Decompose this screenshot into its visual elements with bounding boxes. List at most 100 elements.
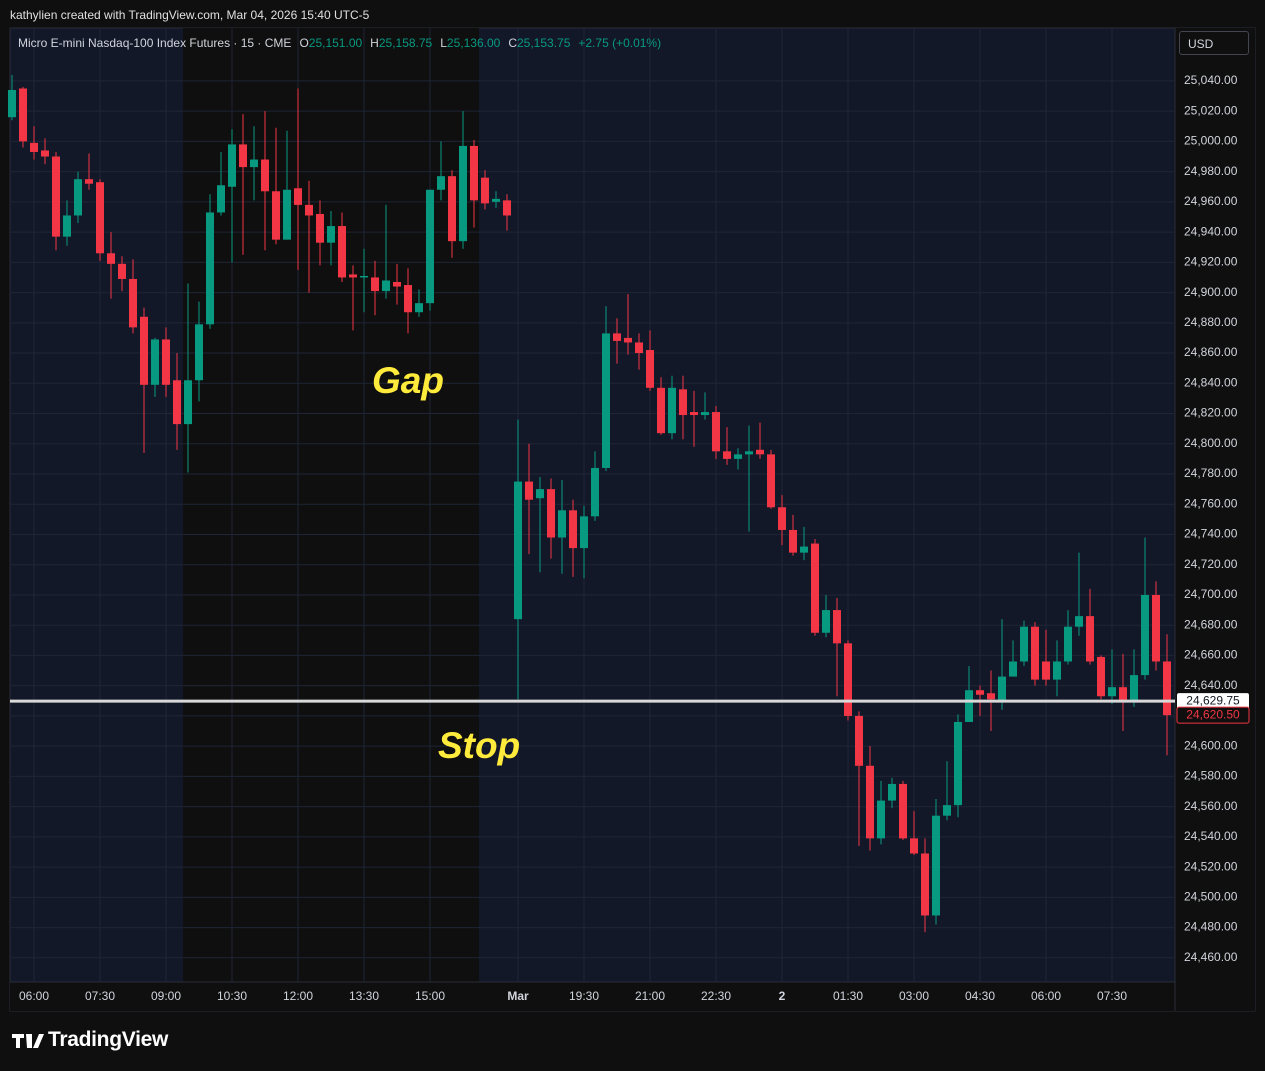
candle-body	[591, 467, 599, 517]
x-tick-label: 15:00	[415, 989, 445, 1003]
logo: TradingView	[48, 1028, 169, 1051]
y-tick-label: 24,460.00	[1184, 950, 1238, 964]
candle-body	[459, 145, 467, 242]
candle-body	[349, 274, 357, 278]
price-line-tag	[1177, 693, 1249, 710]
ohlc-value: 25,136.00	[446, 36, 501, 50]
y-tick-label: 24,480.00	[1184, 920, 1238, 934]
candle-body	[415, 303, 423, 313]
y-tick-label: 24,820.00	[1184, 406, 1238, 420]
ohlc-label: L	[440, 36, 447, 50]
ohlc-label: C	[508, 36, 517, 50]
currency-button[interactable]: USD	[1179, 31, 1249, 55]
candle-body	[1020, 626, 1028, 662]
overlay: 24,460.00 24,480.00 24,500.00 24,520.00 24,5…	[10, 73, 1250, 1003]
candle-body	[140, 316, 148, 385]
candle-body	[514, 481, 522, 620]
candle-body	[1009, 661, 1017, 677]
candle-body	[294, 188, 302, 205]
y-tick-label: 24,800.00	[1184, 436, 1238, 450]
x-tick-label: 03:00	[899, 989, 929, 1003]
candle-body	[8, 89, 16, 118]
logo-icon	[12, 1034, 44, 1048]
x-tick-label: Mar	[507, 989, 529, 1003]
y-tick-label: 24,940.00	[1184, 224, 1238, 238]
candle-body	[1163, 661, 1171, 716]
ohlc-label: O	[299, 36, 309, 50]
y-tick-label: 24,780.00	[1184, 466, 1238, 480]
y-tick-label: 24,560.00	[1184, 799, 1238, 813]
candle-body	[778, 507, 786, 530]
y-tick-label: 24,860.00	[1184, 345, 1238, 359]
y-tick-label: 24,980.00	[1184, 164, 1238, 178]
x-tick-label: 04:30	[965, 989, 995, 1003]
candle-body	[657, 387, 665, 434]
candle-body	[811, 543, 819, 633]
candle-body	[712, 412, 720, 452]
candle-body	[646, 350, 654, 388]
x-tick-label: 01:30	[833, 989, 863, 1003]
candle-body	[734, 454, 742, 459]
time-axis	[10, 982, 1175, 1011]
last-price-label: 24,620.50	[1186, 707, 1240, 721]
y-tick-label: 25,020.00	[1184, 103, 1238, 117]
candle-body	[360, 275, 368, 278]
annotation: Gap	[372, 360, 444, 401]
candle-body	[382, 280, 390, 292]
candle-body	[228, 144, 236, 187]
candle-body	[910, 838, 918, 854]
candle-body	[558, 510, 566, 538]
session-shade	[183, 28, 479, 982]
candle-body	[745, 451, 753, 455]
x-tick-label: 21:00	[635, 989, 665, 1003]
candle-body	[1152, 594, 1160, 662]
candle-body	[470, 145, 478, 201]
candle-body	[1108, 687, 1116, 697]
candle-body	[481, 177, 489, 204]
candle-body	[899, 783, 907, 839]
price-line-label: 24,629.75	[1186, 693, 1240, 707]
candle-body	[1031, 626, 1039, 680]
x-tick-label: 09:00	[151, 989, 181, 1003]
candle-body	[41, 150, 49, 157]
y-tick-label: 24,660.00	[1184, 648, 1238, 662]
candle-body	[173, 380, 181, 425]
candle-body	[976, 690, 984, 695]
candle-body	[250, 159, 258, 168]
candle-body	[448, 176, 456, 242]
x-tick-label: 06:00	[1031, 989, 1061, 1003]
y-tick-label: 24,720.00	[1184, 557, 1238, 571]
x-tick-label: 2	[779, 989, 786, 1003]
candle-body	[613, 333, 621, 341]
x-tick-label: 13:30	[349, 989, 379, 1003]
candle-body	[932, 815, 940, 916]
candle-body	[1075, 616, 1083, 627]
candles	[8, 74, 1171, 933]
candle-body	[118, 263, 126, 279]
candle-body	[580, 516, 588, 549]
candle-body	[261, 159, 269, 192]
candle-body	[1042, 661, 1050, 680]
candle-body	[184, 380, 192, 425]
candle-body	[1130, 675, 1138, 701]
candle-body	[327, 226, 335, 243]
candle-body	[525, 481, 533, 500]
y-tick-label: 24,760.00	[1184, 496, 1238, 510]
candle-body	[954, 721, 962, 806]
x-tick-label: 22:30	[701, 989, 731, 1003]
attribution: kathylien created with TradingView.com, …	[10, 8, 370, 22]
change: +2.75 (+0.01%)	[578, 36, 662, 50]
y-tick-label: 24,680.00	[1184, 617, 1238, 631]
candle-body	[547, 489, 555, 538]
x-tick-label: 19:30	[569, 989, 599, 1003]
symbol: Micro E-mini Nasdaq-100 Index Futures · …	[18, 36, 292, 50]
y-tick-label: 24,740.00	[1184, 527, 1238, 541]
y-tick-label: 24,960.00	[1184, 194, 1238, 208]
candle-body	[1141, 594, 1149, 676]
y-tick-label: 24,540.00	[1184, 829, 1238, 843]
candle-body	[800, 546, 808, 553]
candle-body	[833, 610, 841, 644]
annotation: Stop	[438, 725, 521, 766]
candle-body	[756, 449, 764, 455]
